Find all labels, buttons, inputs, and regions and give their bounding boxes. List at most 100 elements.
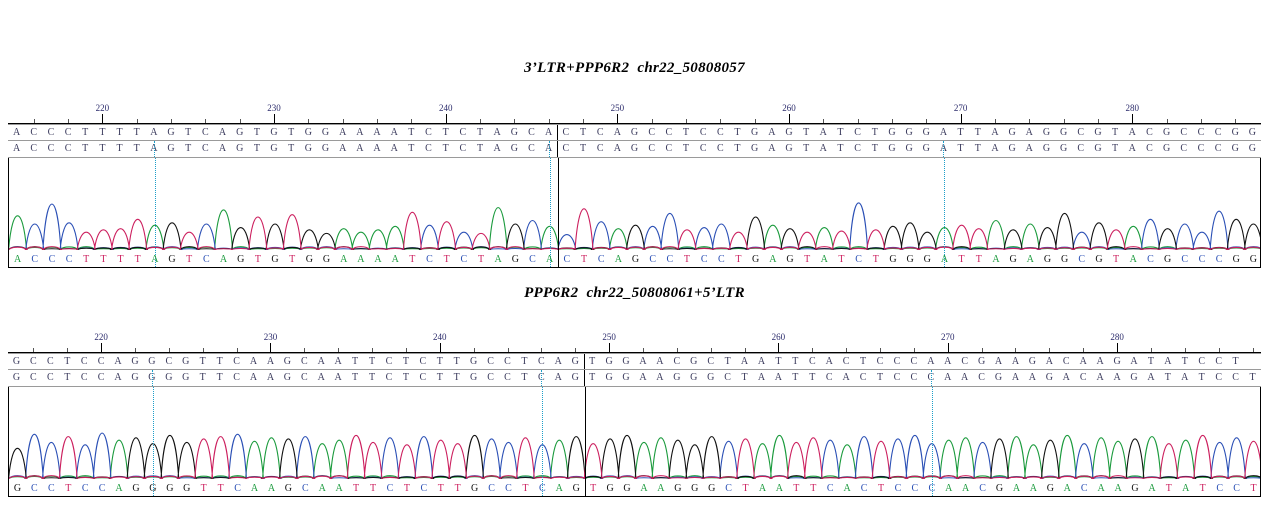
called-base: C — [1078, 254, 1086, 265]
consensus-base: T — [368, 372, 376, 383]
called-base: G — [572, 483, 580, 494]
reference-base: G — [1248, 127, 1257, 138]
ruler-tick-major — [960, 114, 962, 123]
reference-base: G — [510, 127, 518, 138]
consensus-base: T — [408, 143, 415, 154]
reference-base: T — [792, 356, 799, 367]
consensus-base: G — [1248, 143, 1257, 154]
ruler-tick-minor — [338, 348, 340, 352]
reference-base: T — [871, 127, 878, 138]
ruler-tick-major — [445, 114, 447, 123]
reference-base: A — [554, 356, 562, 367]
called-base: C — [31, 254, 39, 265]
consensus-base: C — [528, 143, 535, 154]
reference-base: T — [837, 127, 844, 138]
called-base: G — [271, 254, 279, 265]
called-base: C — [386, 483, 394, 494]
called-base: G — [305, 254, 313, 265]
reference-base: G — [1028, 356, 1037, 367]
called-base: C — [911, 483, 919, 494]
consensus-base: C — [487, 372, 494, 383]
consensus-base: T — [1249, 372, 1256, 383]
consensus-base: A — [373, 143, 381, 154]
reference-base: A — [768, 127, 776, 138]
called-base: A — [1182, 483, 1190, 494]
reference-base: G — [690, 356, 698, 367]
called-base: G — [13, 483, 22, 494]
consensus-base: G — [673, 372, 681, 383]
ruler-label: 220 — [94, 332, 108, 342]
reference-base: C — [233, 356, 240, 367]
reference-base: T — [116, 127, 123, 138]
ruler-label: 250 — [602, 332, 616, 342]
called-base: G — [623, 483, 631, 494]
guide-line — [943, 141, 945, 157]
consensus-base: G — [1042, 143, 1051, 154]
consensus-base: T — [803, 143, 810, 154]
consensus-base: A — [656, 372, 664, 383]
called-base: A — [1029, 483, 1038, 494]
guide-line — [944, 158, 946, 267]
called-base: G — [132, 483, 140, 494]
called-base: T — [1199, 483, 1206, 494]
ruler-tick-major — [102, 114, 104, 123]
called-base: G — [149, 483, 157, 494]
ruler-tick-major — [101, 343, 103, 352]
called-base: A — [758, 483, 767, 494]
panel-bottom-ruler: 220 230 240 250 260 270 280 — [8, 327, 1261, 353]
called-base: G — [1095, 254, 1103, 265]
consensus-base: C — [859, 372, 867, 383]
guide-line — [153, 141, 155, 157]
reference-base: C — [1077, 127, 1085, 138]
reference-base: G — [1094, 127, 1102, 138]
consensus-base: A — [334, 372, 342, 383]
called-base: G — [1131, 483, 1139, 494]
consensus-base: T — [809, 372, 816, 383]
ruler-tick-major — [609, 343, 611, 352]
reference-base: G — [236, 127, 244, 138]
ruler-label: 240 — [433, 332, 447, 342]
ruler-tick-minor — [205, 119, 207, 123]
called-base: A — [775, 483, 784, 494]
ruler-tick-minor — [67, 348, 69, 352]
called-base: T — [369, 483, 377, 494]
reference-base: C — [64, 127, 72, 138]
consensus-base: A — [114, 372, 122, 383]
consensus-base: C — [1232, 372, 1239, 383]
reference-base: T — [442, 127, 449, 138]
reference-base: C — [425, 127, 432, 138]
reference-base: A — [639, 356, 647, 367]
reference-base: A — [334, 356, 342, 367]
called-base: G — [923, 254, 931, 265]
guide-line — [549, 158, 551, 267]
ruler-tick-minor — [812, 348, 814, 352]
reference-base: C — [538, 356, 545, 367]
called-base: C — [98, 483, 106, 494]
ruler-tick-minor — [239, 119, 241, 123]
ruler-tick-minor — [507, 348, 509, 352]
reference-base: A — [1045, 356, 1053, 367]
reference-base: C — [910, 356, 918, 367]
reference-base: G — [167, 127, 175, 138]
called-base: C — [1216, 483, 1223, 494]
ruler-tick-minor — [134, 348, 136, 352]
consensus-base: C — [30, 372, 37, 383]
consensus-base: T — [1198, 372, 1205, 383]
reference-base: T — [82, 127, 89, 138]
reference-base: C — [596, 127, 604, 138]
called-base: A — [250, 483, 259, 494]
called-base: T — [477, 254, 485, 265]
called-base: T — [877, 483, 885, 494]
consensus-base: C — [30, 143, 38, 154]
reference-base: A — [757, 356, 766, 367]
called-base: A — [769, 254, 777, 265]
called-base: A — [820, 254, 828, 265]
ruler-tick-minor — [1029, 119, 1031, 123]
called-base: G — [511, 254, 519, 265]
reference-base: T — [1181, 356, 1188, 367]
called-base: G — [995, 483, 1004, 494]
